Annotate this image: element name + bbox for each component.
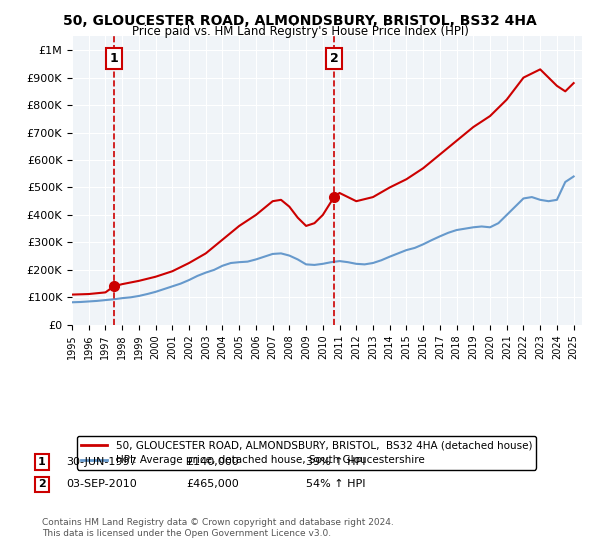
Text: 1: 1	[109, 52, 118, 65]
Text: 2: 2	[329, 52, 338, 65]
Text: 54% ↑ HPI: 54% ↑ HPI	[306, 479, 365, 489]
Text: Price paid vs. HM Land Registry's House Price Index (HPI): Price paid vs. HM Land Registry's House …	[131, 25, 469, 38]
Legend: 50, GLOUCESTER ROAD, ALMONDSBURY, BRISTOL,  BS32 4HA (detached house), HPI: Aver: 50, GLOUCESTER ROAD, ALMONDSBURY, BRISTO…	[77, 436, 536, 469]
Text: 03-SEP-2010: 03-SEP-2010	[66, 479, 137, 489]
Text: 1: 1	[38, 457, 46, 467]
Text: 39% ↑ HPI: 39% ↑ HPI	[306, 457, 365, 467]
Text: £140,000: £140,000	[186, 457, 239, 467]
Text: £465,000: £465,000	[186, 479, 239, 489]
Text: 30-JUN-1997: 30-JUN-1997	[66, 457, 137, 467]
Text: 50, GLOUCESTER ROAD, ALMONDSBURY, BRISTOL, BS32 4HA: 50, GLOUCESTER ROAD, ALMONDSBURY, BRISTO…	[63, 14, 537, 28]
Text: Contains HM Land Registry data © Crown copyright and database right 2024.
This d: Contains HM Land Registry data © Crown c…	[42, 518, 394, 538]
Text: 2: 2	[38, 479, 46, 489]
